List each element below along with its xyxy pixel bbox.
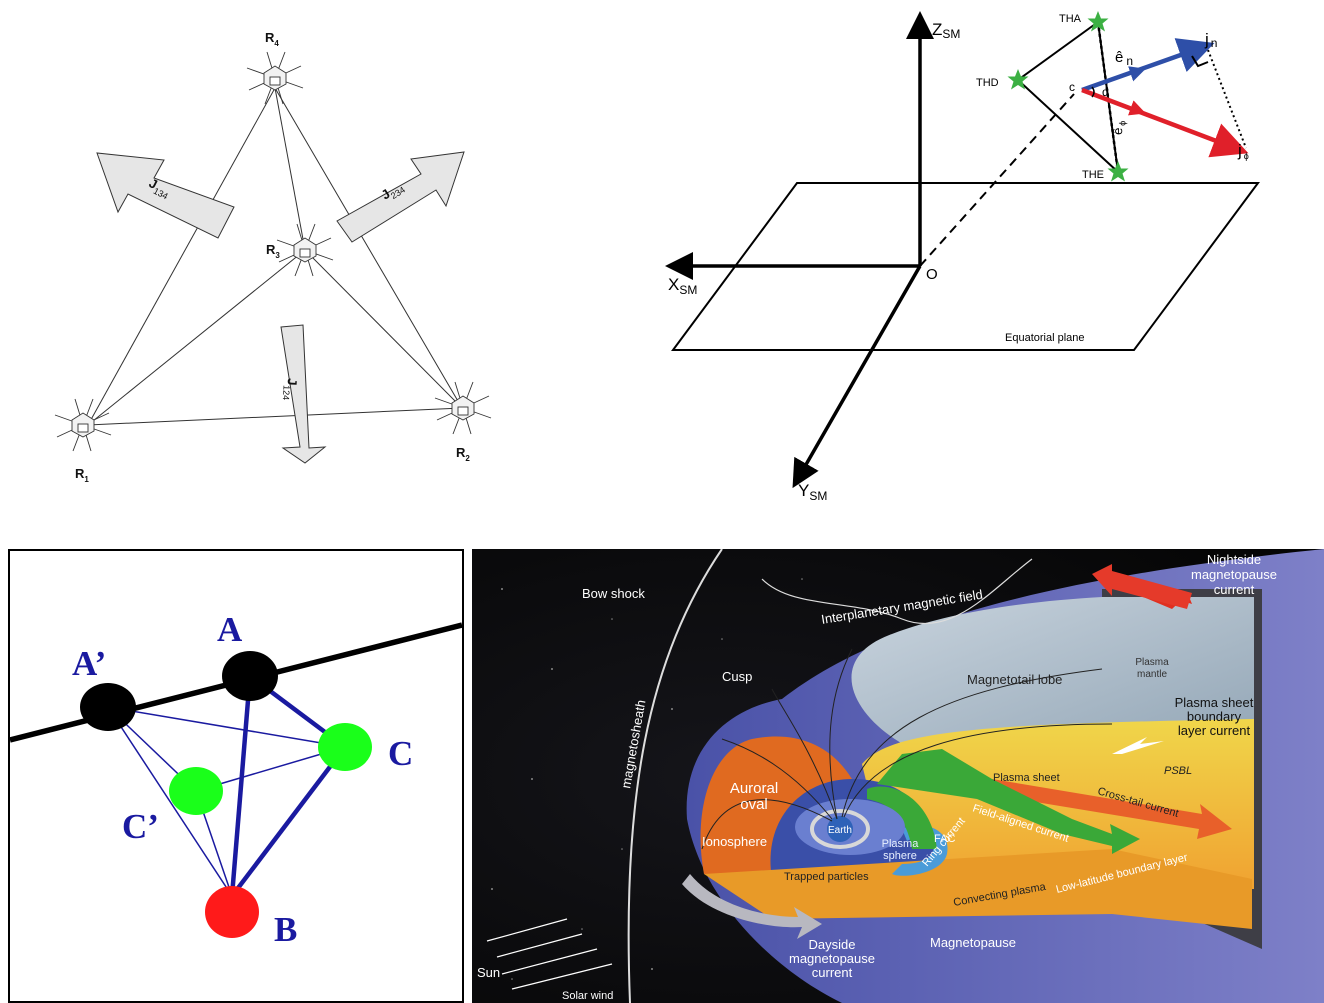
label-r2: R2 [456, 445, 470, 463]
label-r3: R3 [266, 242, 280, 260]
label-the: THE [1082, 169, 1104, 181]
spacecraft-stars [1007, 11, 1129, 182]
z-axis-label: ZSM [932, 20, 960, 41]
nightside-current-label: Nightside magnetopause current [1191, 552, 1277, 597]
cluster-edges [107, 674, 347, 898]
sm-coordinate-diagram: Equatorial plane ZSM XSM YSM O THA THD T… [665, 11, 1260, 503]
star-tha [1087, 11, 1109, 32]
cross-tail-arrow [987, 779, 1232, 839]
label-c: C [388, 734, 413, 773]
auroral-oval-label: Auroral oval [730, 780, 778, 813]
label-j124: J124 [281, 378, 300, 401]
satellites [54, 51, 492, 452]
star-thd [1007, 69, 1029, 90]
label-thd: THD [976, 77, 999, 89]
cluster-diagram: A A’ C C’ B [10, 610, 462, 949]
tetrahedron-edges [87, 87, 463, 426]
tetrahedron-diagram: R4 R3 R1 R2 J134 J234 J124 [54, 30, 492, 484]
imf-line [761, 558, 1033, 625]
nightside-red-arrow [1092, 564, 1192, 609]
fac-label: FAC [934, 833, 955, 845]
tetrahedron-panel: R4 R3 R1 R2 J134 J234 J124 [0, 0, 560, 520]
x-axis-label: XSM [668, 275, 697, 297]
label-r1: R1 [75, 466, 89, 484]
magnetosphere-diagram: Nightside magnetopause current Bow shock I… [472, 549, 1324, 1003]
jn-jphi-dotted [1207, 49, 1247, 149]
psbl-current-arrow [1112, 737, 1164, 754]
label-c-prime: C’ [122, 807, 159, 846]
solar-wind-arrows [486, 918, 613, 990]
node-b [205, 886, 259, 938]
origin-label: O [926, 266, 938, 283]
label-b: B [274, 910, 297, 949]
field-lines [701, 648, 1113, 850]
j134-arrow [96, 152, 235, 239]
sun-label: Sun [477, 965, 500, 980]
bow-shock-curve [627, 549, 723, 1003]
en-arrow [1081, 66, 1146, 91]
label-alpha: α [1102, 85, 1109, 99]
y-axis-label: YSM [798, 481, 827, 503]
equatorial-plane [671, 182, 1260, 351]
j124-arrow [280, 324, 327, 464]
ionosphere-label: Ionosphere [702, 834, 767, 849]
satellite-r4 [246, 51, 304, 105]
equatorial-plane-label: Equatorial plane [1005, 332, 1085, 344]
trapped-particles-label: Trapped particles [784, 871, 869, 883]
satellite-r2 [434, 381, 492, 435]
tha-the-dotted [1096, 21, 1120, 173]
label-a: A [217, 610, 243, 649]
label-tha: THA [1059, 13, 1082, 25]
dayside-current-label: Dayside magnetopause current [789, 937, 875, 980]
node-c-prime [169, 767, 223, 815]
label-center: c [1069, 80, 1075, 94]
angle-arc [1091, 86, 1095, 98]
plasma-mantle-label: Plasma mantle [1135, 657, 1169, 680]
plasmasphere-label: Plasma sphere [882, 838, 920, 862]
spacecraft-triangle [1016, 20, 1120, 175]
field-aligned-arrow [877, 749, 1140, 854]
plasma-sheet-label: Plasma sheet [993, 772, 1060, 784]
lower-slab [704, 849, 1252, 929]
satellite-r3 [276, 223, 334, 277]
ephi-arrow [1081, 89, 1146, 116]
magnetopause-label: Magnetopause [930, 935, 1016, 950]
label-ephi: êϕ [1110, 120, 1127, 135]
star-the [1107, 161, 1129, 182]
solar-wind-label: Solar wind [562, 990, 613, 1002]
psbl-current-label: Plasma sheet boundary layer current [1175, 695, 1254, 738]
bow-shock-label: Bow shock [582, 586, 645, 601]
coordinate-panel: Equatorial plane ZSM XSM YSM O THA THD T… [560, 0, 1324, 520]
earth-ring [810, 809, 870, 849]
cusp-label: Cusp [722, 669, 752, 684]
fac-band [867, 786, 937, 849]
magnetotail-lobe [851, 597, 1254, 749]
label-a-prime: A’ [72, 644, 106, 683]
satellite-r1 [54, 398, 112, 452]
cluster-panel: A A’ C C’ B [8, 549, 464, 1003]
psbl-label: PSBL [1164, 765, 1192, 777]
right-angle-mark [1191, 55, 1209, 68]
magnetosphere-panel: Nightside magnetopause current Bow shock I… [472, 549, 1324, 1003]
y-axis [792, 265, 922, 489]
origin-to-center-line [919, 93, 1075, 267]
node-a-prime [80, 683, 136, 731]
current-arrows [96, 151, 465, 464]
label-r4: R4 [265, 30, 279, 48]
dayside-current-band [682, 874, 822, 939]
node-a [222, 651, 278, 701]
node-c [318, 723, 372, 771]
j234-arrow [336, 151, 465, 243]
earth-label: Earth [828, 825, 852, 836]
magnetotail-lobe-label: Magnetotail lobe [967, 672, 1062, 687]
earth [827, 816, 853, 842]
